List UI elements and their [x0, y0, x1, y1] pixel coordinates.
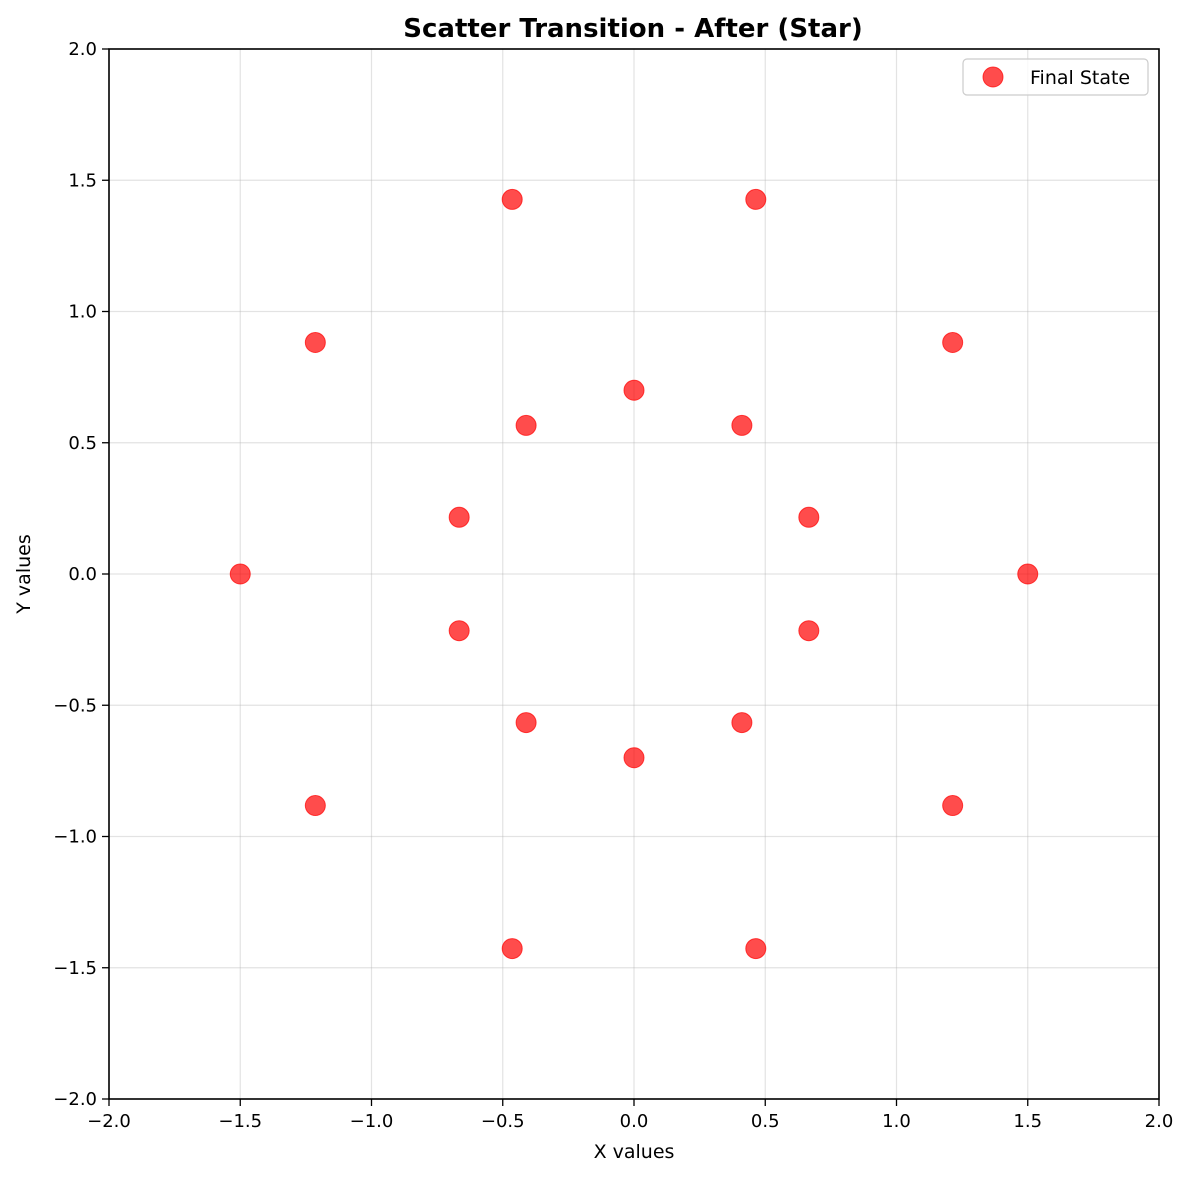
x-tick-label: 2.0: [1145, 1111, 1174, 1132]
grid: [108, 48, 1160, 1100]
y-tick-label: −2.0: [53, 1089, 97, 1110]
data-point: [745, 938, 767, 960]
data-point: [501, 188, 523, 210]
y-tick-label: 0.0: [68, 564, 97, 585]
x-tick-label: 1.0: [882, 1111, 911, 1132]
data-point: [623, 379, 645, 401]
data-point: [798, 620, 820, 642]
data-points: [229, 188, 1039, 960]
data-point: [304, 795, 326, 817]
x-axis-ticks: −2.0 −1.5 −1.0 −0.5 0.0 0.5 1.0 1.5 2.0: [87, 1099, 1173, 1132]
x-tick-label: −1.5: [218, 1111, 262, 1132]
y-tick-label: −1.5: [53, 958, 97, 979]
y-tick-label: 0.5: [68, 433, 97, 454]
data-point: [229, 563, 251, 585]
y-tick-label: 2.0: [68, 39, 97, 60]
data-point: [1017, 563, 1039, 585]
data-point: [942, 795, 964, 817]
y-tick-label: 1.0: [68, 302, 97, 323]
x-tick-label: −0.5: [481, 1111, 525, 1132]
chart-title: Scatter Transition - After (Star): [403, 14, 862, 44]
x-tick-label: −1.0: [350, 1111, 394, 1132]
legend-label: Final State: [1030, 67, 1130, 89]
x-tick-label: 0.0: [620, 1111, 649, 1132]
legend-box: [962, 58, 1149, 96]
x-tick-label: −2.0: [87, 1111, 131, 1132]
y-axis-ticks: −2.0 −1.5 −1.0 −0.5 0.0 0.5 1.0 1.5 2.0: [53, 39, 109, 1110]
data-point: [304, 331, 326, 353]
x-axis-label: X values: [594, 1141, 675, 1163]
data-point: [623, 747, 645, 769]
y-tick-label: −1.0: [53, 827, 97, 848]
legend: Final State: [962, 58, 1149, 96]
data-point: [448, 506, 470, 528]
y-tick-label: 1.5: [68, 170, 97, 191]
y-tick-label: −0.5: [53, 695, 97, 716]
y-axis-label: Y values: [13, 534, 35, 614]
data-point: [731, 414, 753, 436]
data-point: [515, 414, 537, 436]
data-point: [942, 331, 964, 353]
x-tick-label: 1.5: [1013, 1111, 1042, 1132]
data-point: [745, 188, 767, 210]
data-point: [798, 506, 820, 528]
legend-marker: [982, 66, 1004, 88]
data-point: [731, 712, 753, 734]
x-tick-label: 0.5: [751, 1111, 780, 1132]
data-point: [515, 712, 537, 734]
data-point: [501, 938, 523, 960]
data-point: [448, 620, 470, 642]
